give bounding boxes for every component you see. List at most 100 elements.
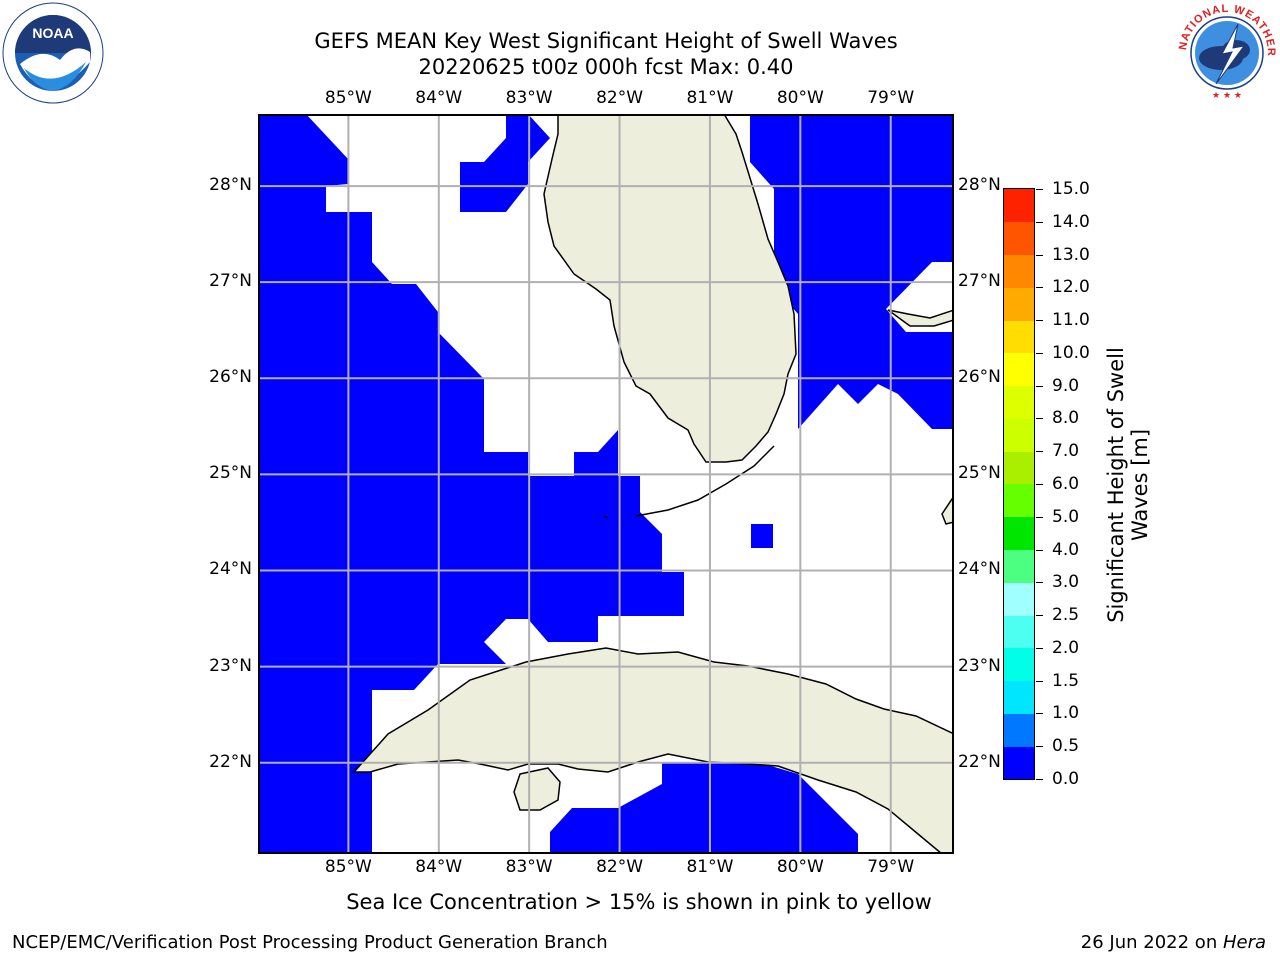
colorbar-tick-label: 2.0 — [1052, 637, 1080, 658]
noaa-logo: NOAA — [2, 2, 104, 104]
colorbar-segment — [1004, 647, 1034, 682]
lat-label-right: 28°N — [958, 175, 1001, 196]
svg-text:★ ★ ★: ★ ★ ★ — [1212, 91, 1242, 101]
colorbar-title: Significant Height of Swell Waves [m] — [1104, 347, 1152, 623]
colorbar-segment — [1004, 352, 1034, 387]
colorbar-segment — [1004, 484, 1034, 518]
colorbar-tick — [1036, 385, 1043, 387]
chart-title: GEFS MEAN Key West Significant Height of… — [314, 29, 898, 53]
lat-label-right: 22°N — [958, 751, 1001, 772]
colorbar-tick-label: 0.5 — [1052, 736, 1080, 757]
colorbar-tick-label: 8.0 — [1052, 408, 1080, 429]
colorbar-tick — [1036, 221, 1043, 223]
colorbar-tick-label: 11.0 — [1052, 310, 1090, 331]
colorbar-segment — [1004, 451, 1034, 485]
lat-label-left: 25°N — [209, 463, 252, 484]
colorbar-tick — [1036, 352, 1043, 354]
lat-label-left: 27°N — [209, 271, 252, 292]
colorbar — [1003, 188, 1035, 780]
colorbar-tick — [1036, 549, 1043, 551]
colorbar-tick — [1036, 779, 1043, 780]
colorbar-tick — [1036, 615, 1043, 617]
colorbar-segment — [1004, 680, 1034, 714]
cuba-land — [352, 647, 954, 854]
colorbar-tick — [1036, 582, 1043, 584]
lat-label-right: 23°N — [958, 655, 1001, 676]
colorbar-tick — [1036, 451, 1043, 453]
colorbar-tick — [1036, 287, 1043, 289]
colorbar-tick — [1036, 484, 1043, 485]
lon-label-top: 82°W — [596, 88, 644, 108]
colorbar-segment — [1004, 254, 1034, 288]
colorbar-title-line1: Significant Height of Swell — [1104, 347, 1128, 623]
lat-label-left: 22°N — [209, 751, 252, 772]
florida-land — [543, 114, 797, 463]
lon-label-top: 83°W — [505, 88, 553, 108]
colorbar-segment — [1004, 746, 1034, 780]
colorbar-tick-label: 1.5 — [1052, 670, 1080, 691]
swell-region-caribbean — [550, 762, 858, 854]
colorbar-tick — [1036, 516, 1043, 518]
lon-label-top: 84°W — [415, 88, 463, 108]
footer-date: 26 Jun 2022 on Hera — [1081, 932, 1266, 953]
colorbar-tick — [1036, 647, 1043, 649]
lat-label-right: 24°N — [958, 559, 1001, 580]
colorbar-segment — [1004, 320, 1034, 354]
graticule — [258, 114, 954, 854]
lon-label-bottom: 82°W — [596, 857, 644, 877]
land-masses — [352, 114, 954, 854]
colorbar-segment — [1004, 713, 1034, 747]
colorbar-tick — [1036, 418, 1043, 420]
colorbar-segment — [1004, 189, 1034, 223]
colorbar-tick-label: 1.0 — [1052, 703, 1080, 724]
keys-chain — [603, 445, 775, 519]
colorbar-segment — [1004, 549, 1034, 583]
map-plot — [258, 114, 954, 854]
colorbar-segment — [1004, 221, 1034, 256]
lat-label-left: 28°N — [209, 175, 252, 196]
lon-label-bottom: 83°W — [505, 857, 553, 877]
colorbar-tick — [1036, 713, 1043, 715]
footer-host: Hera — [1222, 932, 1266, 953]
isla-juventud-land — [513, 767, 561, 811]
swell-cell-isolated — [751, 524, 773, 548]
bahamas-andros — [941, 494, 954, 525]
colorbar-tick — [1036, 320, 1043, 322]
lat-label-left: 26°N — [209, 367, 252, 388]
footer-date-text: 26 Jun 2022 on — [1080, 932, 1223, 953]
colorbar-segment — [1004, 385, 1034, 419]
lat-label-right: 27°N — [958, 271, 1001, 292]
colorbar-tick — [1036, 746, 1043, 748]
colorbar-tick-label: 15.0 — [1052, 179, 1090, 199]
colorbar-segment — [1004, 287, 1034, 321]
lon-label-top: 80°W — [776, 88, 824, 108]
map-frame — [258, 114, 954, 854]
colorbar-tick-label: 6.0 — [1052, 474, 1080, 494]
colorbar-tick-label: 9.0 — [1052, 375, 1080, 396]
lon-label-top: 85°W — [324, 88, 372, 108]
nws-logo: NATIONAL WEATHER SERVICE ★ ★ ★ — [1176, 2, 1276, 102]
colorbar-tick-label: 0.0 — [1052, 769, 1080, 789]
lon-label-top: 81°W — [686, 88, 734, 108]
lat-label-left: 23°N — [209, 655, 252, 676]
colorbar-tick-label: 14.0 — [1052, 211, 1090, 232]
colorbar-tick — [1036, 254, 1043, 256]
lon-label-bottom: 84°W — [415, 857, 463, 877]
colorbar-tick-label: 3.0 — [1052, 572, 1080, 593]
colorbar-tick-label: 10.0 — [1052, 342, 1090, 363]
colorbar-segment — [1004, 582, 1034, 616]
colorbar-tick — [1036, 680, 1043, 682]
map-panel — [258, 114, 954, 854]
colorbar-tick-label: 12.0 — [1052, 277, 1090, 298]
lon-label-bottom: 85°W — [324, 857, 372, 877]
colorbar-segment — [1004, 615, 1034, 649]
lon-label-bottom: 80°W — [776, 857, 824, 877]
colorbar-segment — [1004, 516, 1034, 551]
colorbar-segment — [1004, 418, 1034, 452]
colorbar-tick-label: 7.0 — [1052, 441, 1080, 462]
lat-label-right: 25°N — [958, 463, 1001, 484]
sea-ice-note: Sea Ice Concentration > 15% is shown in … — [346, 890, 932, 914]
lon-label-bottom: 81°W — [686, 857, 734, 877]
colorbar-tick-label: 5.0 — [1052, 506, 1080, 527]
colorbar-tick-label: 4.0 — [1052, 539, 1080, 560]
